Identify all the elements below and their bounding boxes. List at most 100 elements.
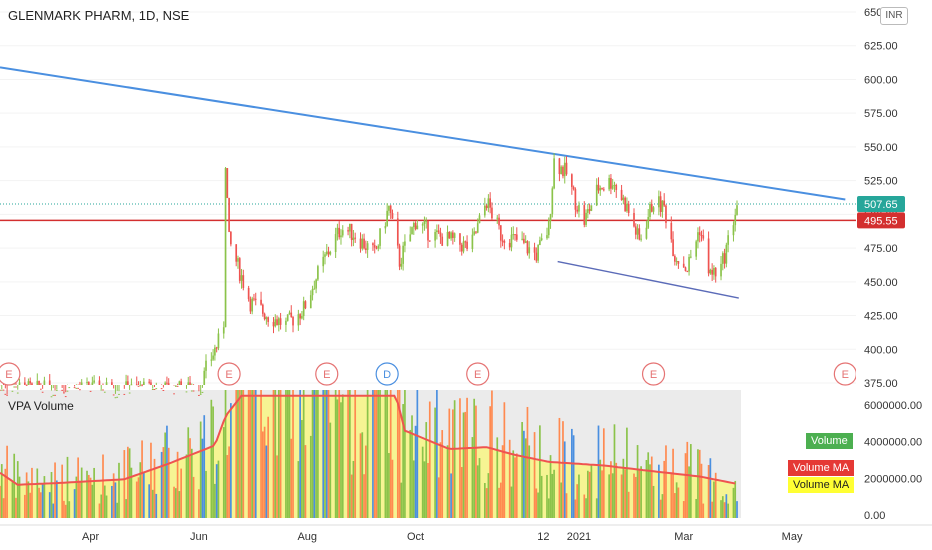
upper-trendline[interactable] [0,66,846,201]
candle-body [77,387,79,389]
candle-body [40,388,42,390]
candle-body [237,258,239,262]
candle-body [389,205,392,214]
candle-body [199,393,202,395]
volume-bar [199,421,202,518]
earnings-marker[interactable]: E [641,362,666,386]
earnings-marker[interactable]: E [217,362,241,386]
time-tick-label: 12 [537,531,549,543]
volume-bar [178,491,181,518]
event-marker-label: E [225,369,232,381]
volume-bar [595,498,598,518]
candle-body [111,382,113,385]
volume-bar [652,485,655,518]
volume-bar [11,482,14,518]
candle-body [391,213,394,219]
candle-body [173,393,175,395]
candle-body [238,258,241,281]
candle-body [205,360,207,371]
volume-bar [185,454,188,518]
volume-bar [684,453,687,518]
volume-bar [658,464,660,518]
volume-bar [585,498,587,518]
volume-bar [634,476,637,518]
earnings-marker[interactable]: E [833,362,857,386]
volume-bar [720,500,722,518]
candle-body [503,240,506,243]
volume-bar [162,447,165,518]
candle-body [153,388,156,390]
candle-body [364,248,367,250]
volume-bar [496,437,499,518]
candle-body [491,207,493,219]
candle-body [398,245,401,267]
volume-bar [38,487,40,518]
volume-bar [334,390,337,518]
volume-bar [471,437,474,518]
candle-body [301,316,303,319]
volume-bar [572,435,575,518]
candle-body [276,319,278,326]
time-tick-label: Jun [190,531,208,543]
candle-body [373,245,376,248]
candle-body [725,244,728,264]
price-axis: 650.00625.00600.00575.00550.00525.00500.… [856,0,932,525]
candle-body [336,227,339,235]
candle-body [27,381,30,385]
price-tick-label: 525.00 [864,176,898,188]
dividend-marker[interactable]: D [375,362,399,386]
volume-bar [539,425,541,518]
candle-body [164,382,167,385]
candle-body [302,301,305,317]
level-price-tag: 495.55 [857,212,905,229]
candle-body [13,386,16,388]
volume-bar [274,390,277,518]
candle-body [80,382,83,385]
volume-bar [125,499,127,518]
candle-body [299,314,301,319]
volume-bar [714,472,717,518]
candle-body [428,240,431,242]
candle-body [79,389,81,391]
volume-bar [240,390,243,518]
candle-body [89,390,92,392]
volume-bar [286,390,289,518]
volume-bar [499,482,502,518]
candle-body [363,238,365,249]
candle-body [63,392,65,394]
candle-body [720,263,722,277]
volume-bar [599,459,602,518]
volume-bar [164,432,167,518]
volume-bar [462,412,465,518]
volume-bar [686,441,689,518]
candle-body [125,381,127,385]
candle-body [324,254,326,257]
candle-body [352,237,355,241]
earnings-marker[interactable]: E [0,362,21,386]
earnings-marker[interactable]: E [466,362,490,386]
lower-trendline[interactable] [557,260,739,299]
candle-body [340,235,342,238]
candle-body [588,209,591,211]
volume-bar [515,453,518,518]
candle-body [602,189,605,191]
candle-body [286,314,289,321]
candle-body [460,244,463,252]
currency-badge[interactable]: INR [880,7,908,25]
volume-bar [698,449,701,518]
volume-bar [214,483,216,518]
volume-tick-label: 0.00 [864,510,885,522]
candle-body [537,245,539,261]
candle-body [421,223,424,226]
candle-body [292,317,294,326]
volume-bar [302,390,305,518]
earnings-marker[interactable]: E [315,362,339,386]
volume-bar [43,476,46,518]
candle-body [487,198,490,209]
volume-bar [398,390,401,518]
candle-body [682,263,685,268]
candle-body [553,158,555,189]
candle-body [98,380,101,385]
chart-title: GLENMARK PHARM, 1D, NSE [8,8,190,23]
